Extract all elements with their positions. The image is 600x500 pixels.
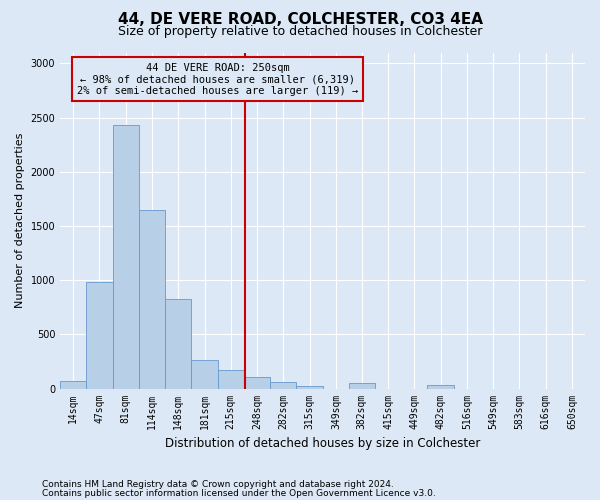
Bar [296, 386, 323, 388]
Bar [349, 383, 375, 388]
Text: Contains public sector information licensed under the Open Government Licence v3: Contains public sector information licen… [42, 488, 436, 498]
Bar [427, 386, 454, 388]
Text: 44, DE VERE ROAD, COLCHESTER, CO3 4EA: 44, DE VERE ROAD, COLCHESTER, CO3 4EA [118, 12, 482, 28]
Bar [165, 298, 191, 388]
Bar [113, 125, 139, 388]
Bar [244, 376, 271, 388]
Bar [139, 210, 165, 388]
Text: Size of property relative to detached houses in Colchester: Size of property relative to detached ho… [118, 25, 482, 38]
X-axis label: Distribution of detached houses by size in Colchester: Distribution of detached houses by size … [165, 437, 480, 450]
Y-axis label: Number of detached properties: Number of detached properties [15, 133, 25, 308]
Bar [60, 381, 86, 388]
Bar [191, 360, 218, 388]
Bar [218, 370, 244, 388]
Bar [86, 282, 113, 389]
Text: Contains HM Land Registry data © Crown copyright and database right 2024.: Contains HM Land Registry data © Crown c… [42, 480, 394, 489]
Text: 44 DE VERE ROAD: 250sqm
← 98% of detached houses are smaller (6,319)
2% of semi-: 44 DE VERE ROAD: 250sqm ← 98% of detache… [77, 62, 358, 96]
Bar [271, 382, 296, 388]
